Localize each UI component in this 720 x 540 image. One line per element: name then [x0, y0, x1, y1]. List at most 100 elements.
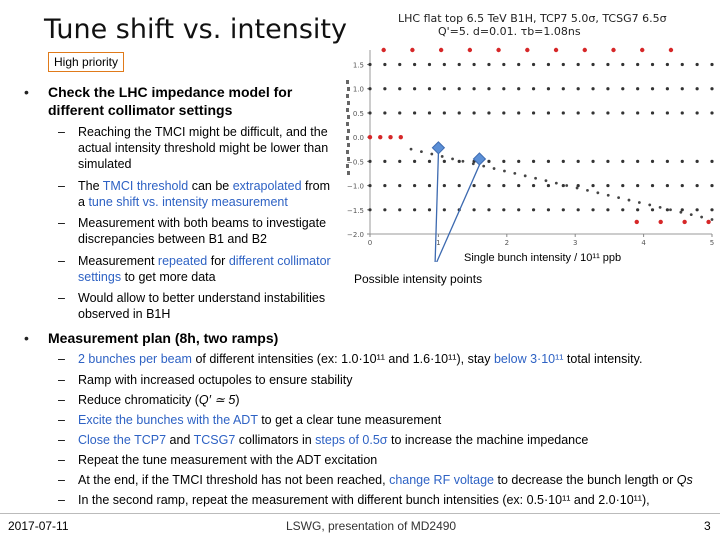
plot-overlay [431, 141, 487, 262]
tune-shift-dot [617, 196, 620, 200]
text-run: TCSG7 [193, 433, 236, 447]
text-run: change RF voltage [389, 473, 495, 487]
y-tick-label: −1.5 [347, 207, 364, 215]
mode-dot [368, 159, 372, 163]
text-run: Repeat the tune measurement with the ADT… [78, 453, 378, 467]
tune-shift-dot [658, 205, 662, 209]
mode-dot [442, 208, 446, 212]
text-run: below 3·10¹¹ [493, 352, 564, 366]
plot-title-line-2: Q'=5. d=0.01. τb=1.08ns [438, 25, 581, 38]
tune-shift-dot [461, 159, 465, 163]
plot-title: LHC flat top 6.5 TeV B1H, TCP7 5.0σ, TCS… [398, 12, 667, 38]
mode-dot [383, 208, 387, 212]
sub-bullet-dash: – [58, 413, 65, 427]
mode0-dot [525, 47, 530, 53]
mode-dot [517, 62, 521, 67]
sub-bullet-dash: – [58, 493, 65, 507]
mode-dot [398, 208, 402, 212]
mode-dot [517, 159, 521, 163]
text-run: to get a clear tune measurement [257, 413, 442, 427]
sub-bullet-text: The TMCI threshold can be extrapolated f… [78, 178, 338, 210]
annotation-arrow [434, 153, 440, 262]
footer-bar [0, 513, 720, 540]
mode-dot [591, 62, 595, 67]
mode-dot [621, 62, 625, 67]
mode-dot [427, 183, 432, 188]
tune-shift-dot [596, 191, 600, 195]
tune-shift-dot [627, 198, 631, 202]
text-run: Excite the bunches with the ADT [78, 413, 258, 427]
mode-dot [517, 183, 521, 188]
mode-dot [621, 208, 625, 212]
tune-shift-dot [503, 169, 506, 173]
sub-bullet-dash: – [58, 125, 65, 139]
axis-artifact [346, 136, 349, 140]
mode-dot [621, 87, 625, 91]
x-tick-label: 5 [710, 239, 714, 247]
mode-dot [650, 183, 655, 188]
mode-dot [576, 183, 580, 188]
mode-dot [710, 159, 714, 163]
footer-date: 2017-07-11 [8, 519, 69, 533]
mode-dot [398, 183, 402, 188]
sub-bullet-text: Measurement repeated for different colli… [78, 253, 338, 285]
text-run: Close the [78, 433, 135, 447]
mode-dot [576, 62, 580, 67]
sub-bullet-dash: – [58, 393, 65, 407]
text-run: Reduce chromaticity ( [78, 393, 199, 407]
mode-dot [398, 159, 402, 163]
text-run: TCP7 [134, 433, 167, 447]
mode-dot [487, 87, 491, 91]
text-run: and [166, 433, 194, 447]
mode-dot [591, 208, 595, 212]
sub-bullet-dash: – [58, 216, 65, 230]
mode-dot [665, 87, 669, 91]
mode-dot [531, 62, 536, 67]
mode-dot [531, 183, 536, 188]
text-run: repeated [157, 254, 208, 268]
mode-dot [561, 208, 565, 212]
mode0-dot [388, 134, 393, 140]
mode-dot [383, 62, 387, 67]
mode-dot [368, 183, 372, 188]
axis-artifact [347, 115, 350, 119]
sub-bullet-dash: – [58, 179, 65, 193]
tune-shift-dot [544, 179, 548, 183]
text-run: to get more data [121, 270, 216, 284]
mode-dot [531, 159, 536, 163]
tune-shift-dot [637, 201, 641, 204]
mode0-dot [381, 47, 386, 53]
text-run: ) [235, 393, 240, 407]
mode0-dot [553, 47, 559, 53]
mode-dot [591, 159, 595, 163]
axis-artifact [346, 122, 349, 126]
sub-bullet-text: Ramp with increased octupoles to ensure … [78, 372, 718, 388]
text-run: total intensity. [563, 352, 643, 366]
tune-shift-dot [430, 152, 434, 156]
mode-dot [665, 208, 669, 212]
mode-dot [546, 208, 551, 212]
mode-dot [383, 159, 387, 163]
annotation-arrow [436, 164, 481, 262]
y-tick-label: −1.0 [347, 183, 364, 191]
sub-bullet-dash: – [58, 453, 65, 467]
axis-artifact [346, 94, 349, 98]
mode0-dot [378, 134, 383, 140]
mode-dot [636, 111, 640, 115]
axis-artifact [346, 150, 349, 154]
mode-dot [413, 208, 417, 212]
tune-shift-dot [575, 186, 579, 190]
tune-shift-dot [710, 218, 714, 221]
mode0-dot [682, 219, 687, 225]
text-run: The [78, 179, 103, 193]
mode-dot [650, 62, 655, 67]
axis-artifact [347, 171, 350, 175]
mode-dot [561, 159, 565, 163]
text-run: Measurement [78, 254, 158, 268]
sub-bullet: – Close the TCP7 and TCSG7 collimators in… [58, 432, 718, 448]
mode0-dot [706, 219, 711, 225]
y-tick-label: 0.5 [353, 110, 364, 118]
mode-dot [413, 87, 417, 91]
sub-bullet: – Reduce chromaticity (Q′ ≃ 5) [58, 392, 718, 408]
sub-bullet: – Reaching the TMCI might be difficult, a… [58, 124, 338, 172]
